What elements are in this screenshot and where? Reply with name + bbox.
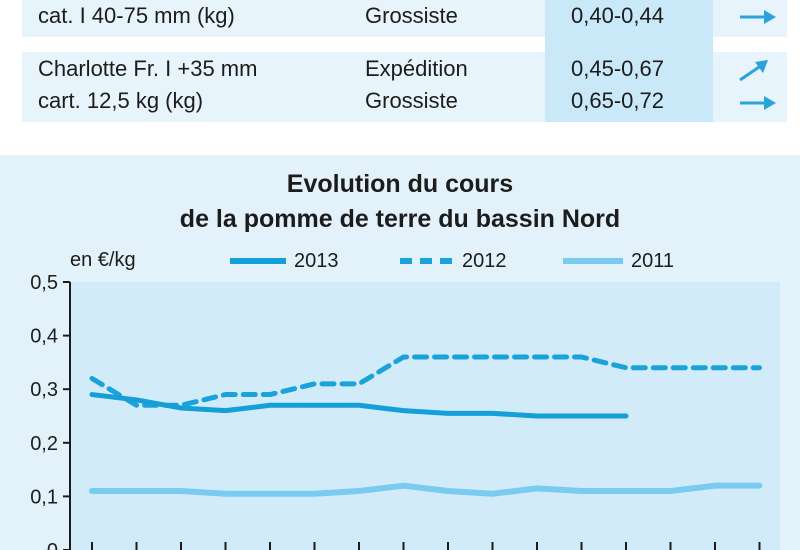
legend-item-2012: 2012 <box>400 248 530 274</box>
plot-area <box>70 282 780 550</box>
product-label: Charlotte Fr. I +35 mm <box>38 56 258 81</box>
legend-swatch-2011 <box>563 258 623 264</box>
y-tick-label: 0,5 <box>30 272 58 294</box>
legend-item-2013: 2013 <box>230 248 360 274</box>
legend-swatch-2013 <box>230 258 286 264</box>
y-tick-label: 0,4 <box>30 326 58 348</box>
market-label: Grossiste <box>365 88 458 113</box>
legend-label-2011: 2011 <box>631 250 675 272</box>
series-line-2012 <box>89 354 762 408</box>
legend-label-2012: 2012 <box>462 250 507 272</box>
series-line-2011 <box>89 482 763 497</box>
product-label: cat. I 40-75 mm (kg) <box>38 3 235 28</box>
arrow-up-right-icon <box>739 60 768 82</box>
legend-label-2013: 2013 <box>294 250 339 272</box>
legend-item-2011: 2011 <box>563 248 693 274</box>
y-tick-label: 0,1 <box>30 486 58 508</box>
legend-swatch-2012 <box>400 258 456 264</box>
y-axis-unit-label: en €/kg <box>70 249 136 271</box>
y-tick-label: 0 <box>47 540 58 550</box>
price-range: 0,45-0,67 <box>571 56 664 81</box>
series-line-2013 <box>89 392 629 419</box>
arrow-right-icon <box>740 10 776 24</box>
arrow-right-icon <box>740 96 776 110</box>
market-label: Expédition <box>365 56 468 81</box>
price-column <box>545 0 713 122</box>
price-range: 0,65-0,72 <box>571 88 664 113</box>
price-table: cat. I 40-75 mm (kg) Grossiste 0,40-0,44… <box>0 0 800 135</box>
y-tick-label: 0,3 <box>30 379 58 401</box>
product-label: cart. 12,5 kg (kg) <box>38 88 204 113</box>
y-tick-label: 0,2 <box>30 433 58 455</box>
chart-title: Evolution du cours <box>286 170 514 198</box>
chart-subtitle: de la pomme de terre du bassin Nord <box>179 205 621 233</box>
price-range: 0,40-0,44 <box>571 3 664 28</box>
market-label: Grossiste <box>365 3 458 28</box>
